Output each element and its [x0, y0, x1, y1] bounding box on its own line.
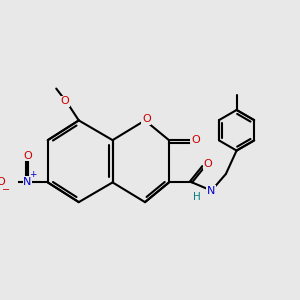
Text: +: +: [29, 170, 36, 179]
Text: H: H: [193, 191, 201, 202]
Text: O: O: [24, 151, 32, 161]
Text: N: N: [23, 177, 32, 187]
Text: N: N: [207, 186, 215, 196]
Text: O: O: [61, 96, 70, 106]
Text: O: O: [203, 159, 212, 170]
Text: O: O: [191, 135, 200, 145]
Text: O: O: [142, 114, 151, 124]
Text: −: −: [2, 185, 11, 195]
Text: O: O: [0, 177, 5, 187]
